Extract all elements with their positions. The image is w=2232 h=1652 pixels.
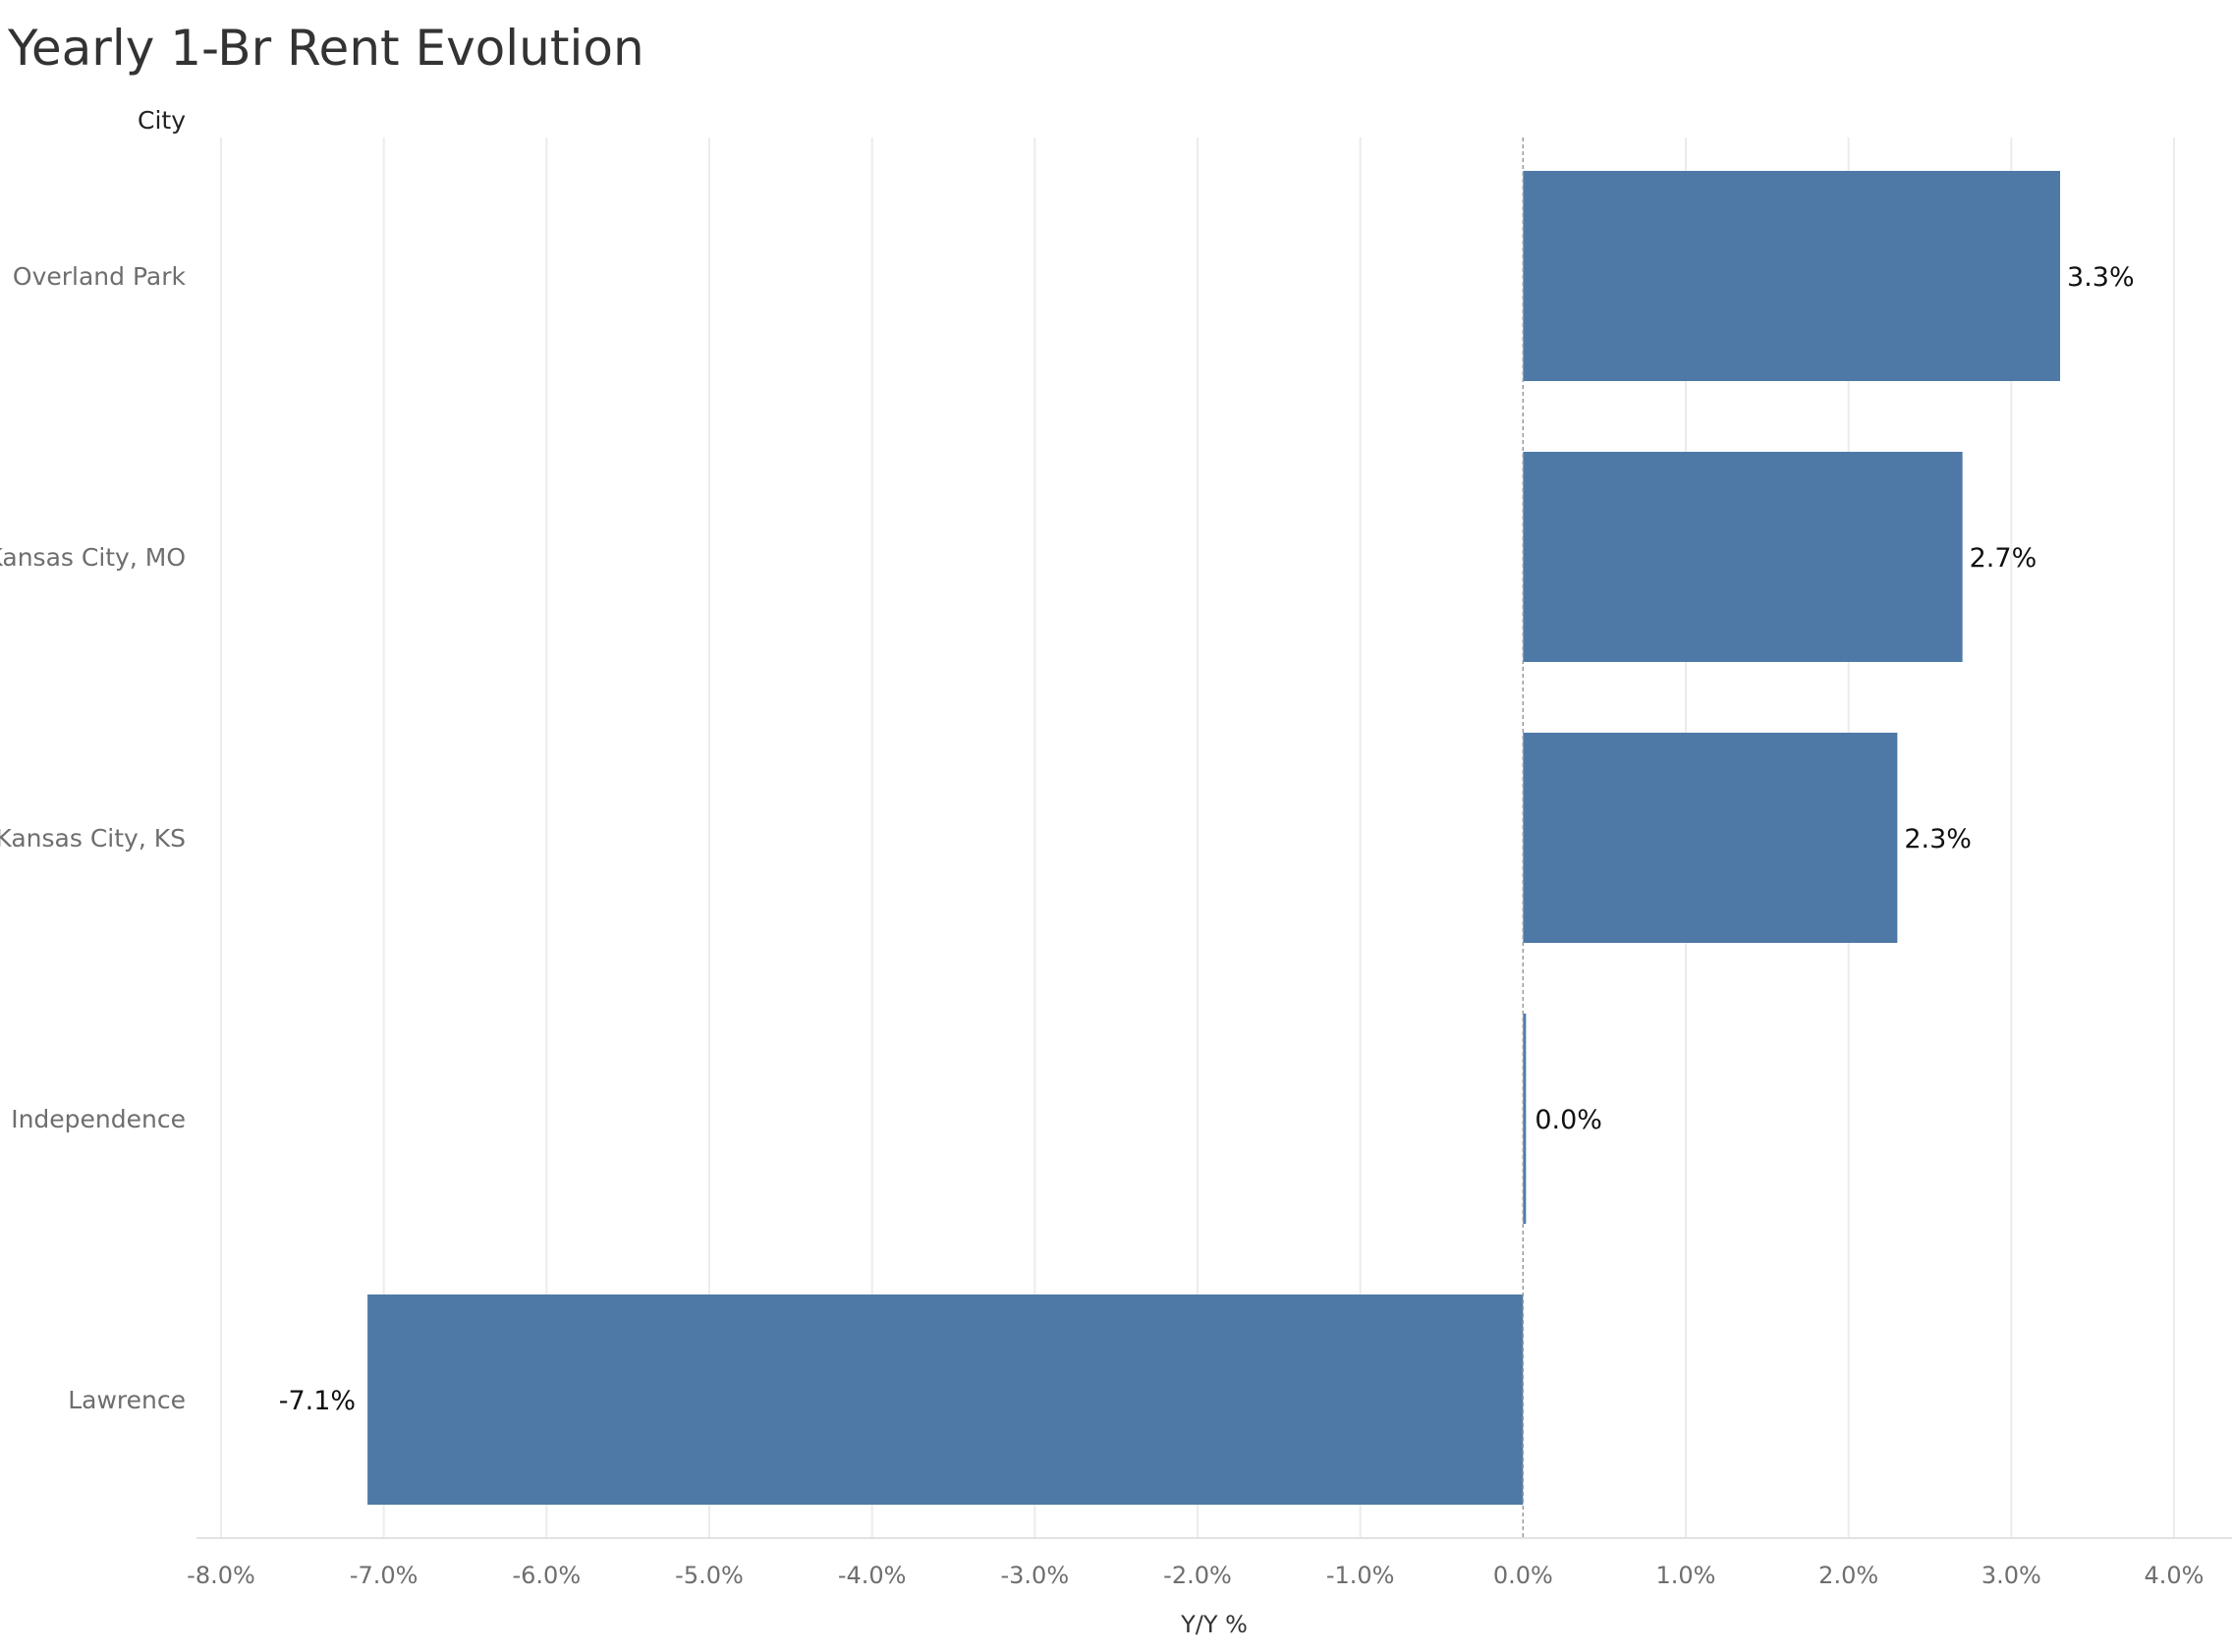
x-tick-label: -6.0%	[513, 1562, 582, 1589]
x-axis-title: Y/Y %	[1180, 1611, 1248, 1638]
category-labels: Overland Park Kansas City, MO Kansas City,…	[0, 262, 187, 1414]
bar	[367, 1294, 1524, 1505]
bar	[1523, 171, 2061, 381]
bar	[1523, 452, 1963, 662]
bars	[367, 171, 2061, 1505]
x-tick-label: -5.0%	[675, 1562, 744, 1589]
x-tick-label: -8.0%	[187, 1562, 255, 1589]
value-label: 2.7%	[1970, 543, 2037, 574]
x-tick-label: -2.0%	[1163, 1562, 1232, 1589]
x-tick-label: -4.0%	[838, 1562, 907, 1589]
x-tick-label: 2.0%	[1818, 1562, 1878, 1589]
category-label: Kansas City, KS	[0, 824, 186, 853]
chart-title: Yearly 1-Br Rent Evolution	[7, 20, 644, 77]
x-tick-label: 4.0%	[2145, 1562, 2204, 1589]
bar	[1523, 1014, 1527, 1224]
value-labels: 3.3% 2.7% 2.3% 0.0% -7.1%	[279, 262, 2135, 1416]
x-tick-label: -1.0%	[1326, 1562, 1395, 1589]
x-tick-label: 1.0%	[1656, 1562, 1716, 1589]
x-tick-label: -7.0%	[350, 1562, 418, 1589]
value-label: 0.0%	[1534, 1105, 1602, 1135]
bar	[1523, 733, 1898, 943]
category-label: Kansas City, MO	[0, 543, 186, 572]
value-label: -7.1%	[279, 1386, 356, 1416]
category-label: Overland Park	[13, 262, 187, 291]
value-label: 3.3%	[2067, 262, 2135, 293]
x-tick-label: 3.0%	[1981, 1562, 2041, 1589]
x-tick-label: -3.0%	[1001, 1562, 1070, 1589]
category-label: Lawrence	[68, 1386, 186, 1414]
row-header: City	[138, 106, 186, 135]
value-label: 2.3%	[1904, 824, 1972, 854]
x-tick-label: 0.0%	[1493, 1562, 1553, 1589]
category-label: Independence	[11, 1105, 186, 1133]
x-tick-labels: -8.0% -7.0% -6.0% -5.0% -4.0% -3.0% -2.0% -1.0%…	[187, 1562, 2204, 1589]
